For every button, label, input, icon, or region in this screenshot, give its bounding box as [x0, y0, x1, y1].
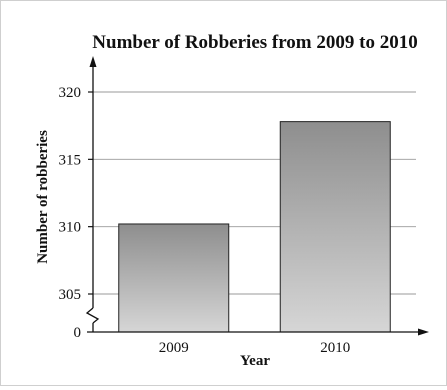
- x-axis-arrow-icon: [418, 328, 429, 336]
- y-tick-label: 315: [59, 152, 82, 168]
- x-axis-label: Year: [240, 353, 270, 369]
- x-tick-labels: 2009 2010: [159, 340, 351, 356]
- y-tick-label: 320: [59, 85, 82, 101]
- chart-title: Number of Robberies from 2009 to 2010: [92, 32, 417, 53]
- x-tick-label: 2009: [159, 340, 189, 356]
- y-tick-label: 310: [59, 220, 82, 236]
- y-axis-label: Number of robberies: [35, 130, 51, 264]
- y-tick-label-zero: 0: [74, 325, 82, 341]
- y-tick-label: 305: [59, 287, 82, 303]
- y-axis-break-icon: [85, 307, 100, 324]
- y-axis-arrow-icon: [89, 56, 97, 67]
- bar-2009: [118, 223, 230, 333]
- x-tick-label: 2010: [320, 340, 350, 356]
- bar-2010: [279, 121, 391, 333]
- y-tick-labels: 305 310 315 320: [59, 85, 93, 303]
